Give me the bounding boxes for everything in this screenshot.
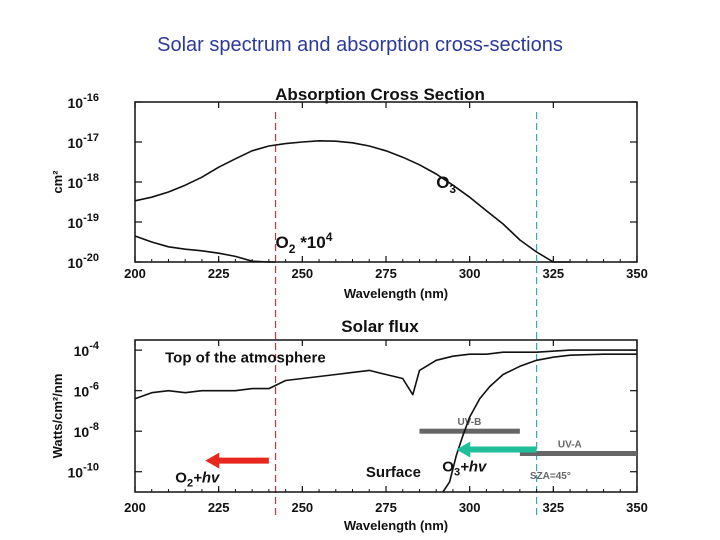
x-tick-label: 325 [542,266,564,281]
slide-title: Solar spectrum and absorption cross-sect… [157,34,563,56]
x-tick-label: 200 [124,500,146,515]
series-line-o3 [134,140,571,263]
y-axis-label: Watts/cm²/nm [50,374,65,459]
band-label: UV-A [558,439,582,450]
y-tick-label: 10-10 [68,462,99,481]
arrow-head [456,441,471,458]
y-tick-label: 10-16 [68,92,99,111]
annotation-label: O2 *104 [276,230,333,256]
photolysis-label: O3+hv [442,458,488,478]
x-axis-label: Wavelength (nm) [344,286,448,301]
x-tick-label: 350 [626,266,648,281]
y-tick-label: 10-8 [74,421,99,440]
band-uv-b [419,428,520,434]
x-tick-label: 250 [291,266,313,281]
series-line-o2-10-4 [134,235,276,263]
annotation-label: Surface [366,464,421,481]
arrow-head [205,452,220,469]
y-tick-label: 10-6 [74,381,99,400]
series-line-top-of-the-atmosphere [134,349,637,400]
y-tick-label: 10-19 [68,212,99,231]
y-tick-label: 10-18 [68,172,99,191]
x-tick-label: 350 [626,500,648,515]
chart-title-0: Absorption Cross Section [275,85,485,104]
band-label: UV-B [457,417,481,428]
y-tick-label: 10-20 [68,252,99,271]
x-tick-label: 275 [375,266,397,281]
x-tick-label: 300 [459,266,481,281]
series-line-surface [442,353,637,493]
x-tick-label: 275 [375,500,397,515]
x-axis-label: Wavelength (nm) [344,518,448,533]
annotation-label: Top of the atmosphere [165,349,326,366]
chart-title-1: Solar flux [341,317,419,336]
band-uv-a [519,450,637,456]
y-tick-label: 10-17 [68,132,99,151]
x-tick-label: 200 [124,266,146,281]
plot-frame-0 [134,101,638,263]
x-tick-label: 325 [542,500,564,515]
y-axis-label: cm² [50,170,65,194]
photolysis-label: O2+hv [175,470,221,490]
sza-label: SZA=45° [530,471,571,482]
x-tick-label: 225 [208,266,230,281]
y-tick-label: 10-4 [74,340,100,359]
x-tick-label: 300 [459,500,481,515]
x-tick-label: 225 [208,500,230,515]
x-tick-label: 250 [291,500,313,515]
annotation-label: O3 [436,173,456,196]
